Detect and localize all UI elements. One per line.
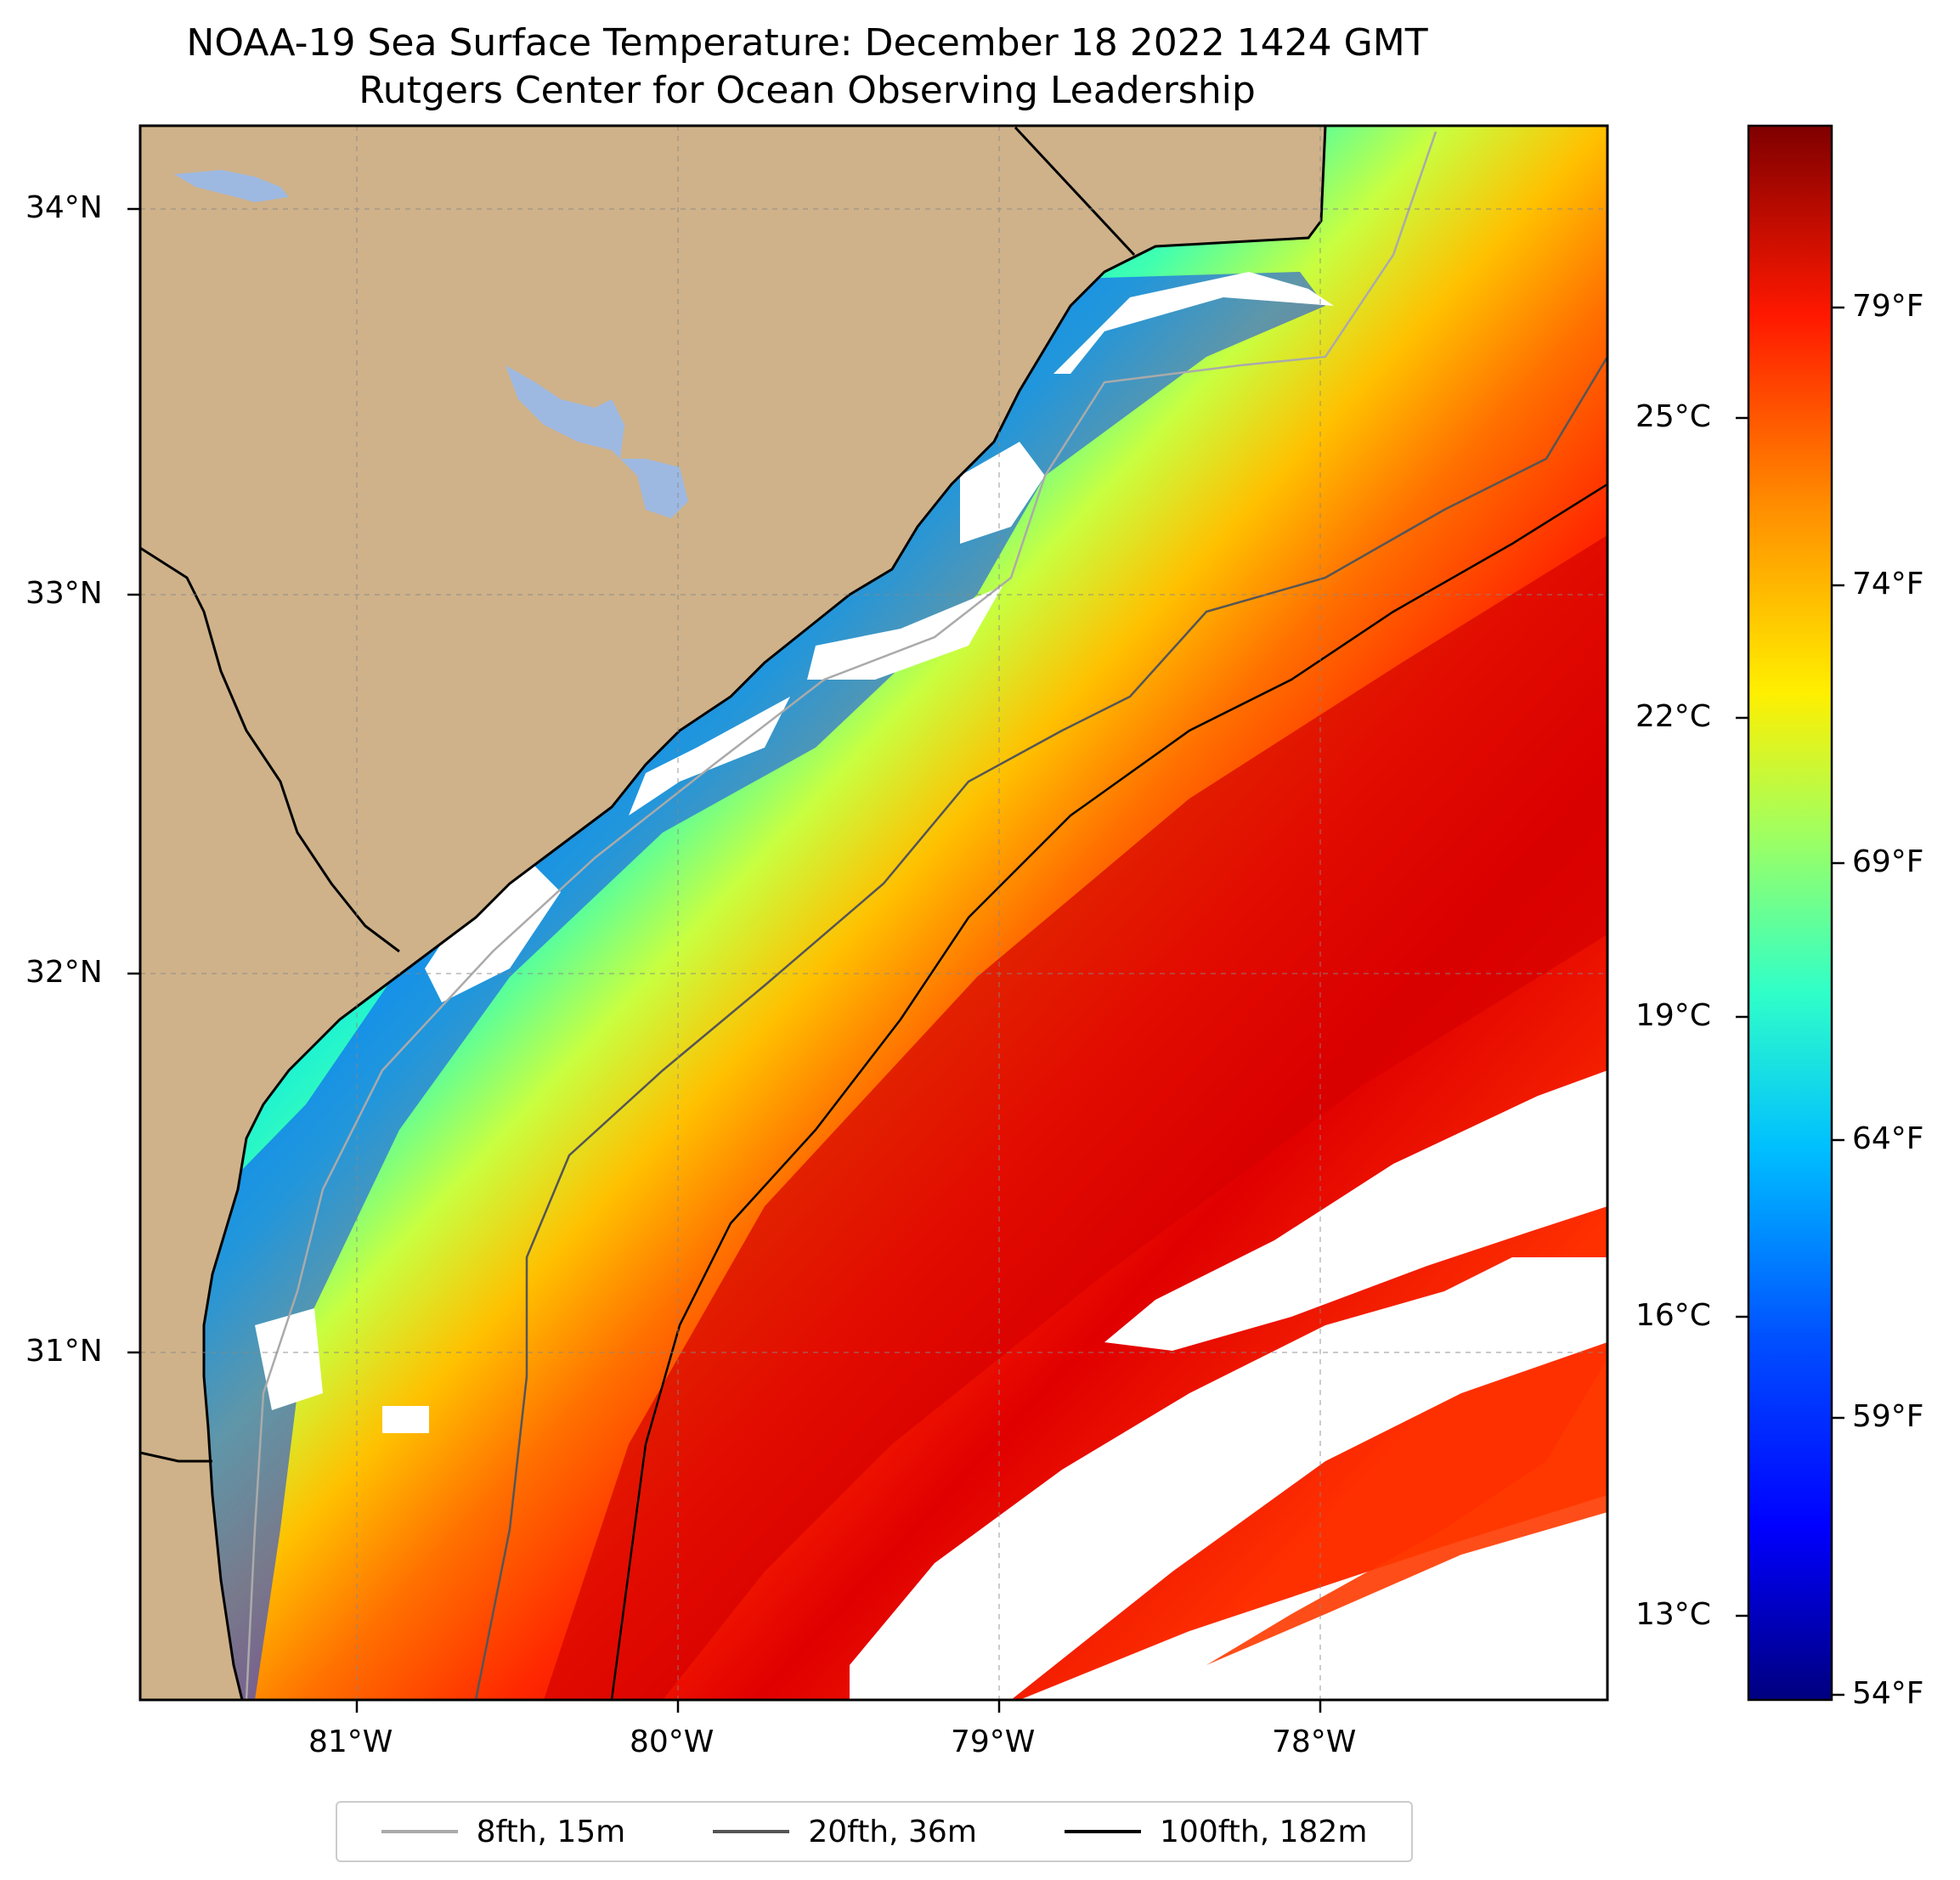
cbar-label-25c: 25°C — [1635, 399, 1711, 434]
lon-label-78w: 78°W — [1272, 1725, 1357, 1759]
cloud-mask-band — [1104, 1070, 1607, 1351]
lon-label-81w: 81°W — [308, 1725, 393, 1759]
isobath-8fth — [245, 131, 1438, 1700]
legend-label-100fth: 100fth, 182m — [1160, 1814, 1368, 1849]
cloud-mask-coast-a — [960, 442, 1045, 544]
gulf-stream-core — [544, 535, 1607, 1700]
cloud-mask-coast-e — [255, 1308, 323, 1410]
isobath-100fth — [610, 483, 1607, 1700]
legend-item-8fth: 8fth, 15m — [381, 1814, 626, 1849]
cloud-mask-coast-north — [1053, 272, 1334, 374]
lake-marion-moultrie — [506, 365, 688, 518]
warm-patch-south — [1206, 1359, 1607, 1665]
cbar-label-22c: 22°C — [1635, 699, 1711, 734]
cbar-label-54f: 54°F — [1852, 1676, 1924, 1711]
lat-label-34n: 34°N — [25, 190, 103, 225]
legend-label-20fth: 20fth, 36m — [808, 1814, 977, 1849]
cloud-mask-square — [382, 1406, 429, 1433]
cbar-label-13c: 13°C — [1635, 1597, 1711, 1632]
cold-coastal-water — [140, 272, 1325, 1700]
cloud-mask-coast-d — [425, 858, 561, 1002]
cbar-label-16c: 16°C — [1635, 1298, 1711, 1333]
legend-item-100fth: 100fth, 182m — [1065, 1815, 1367, 1849]
lat-label-32n: 32°N — [25, 955, 103, 990]
axis-ticks — [127, 207, 1322, 1713]
legend-swatch-8fth — [381, 1830, 458, 1833]
ga-fl-border — [140, 1451, 212, 1463]
cbar-label-69f: 69°F — [1852, 844, 1924, 879]
cbar-label-74f: 74°F — [1852, 567, 1924, 601]
map-layers — [140, 126, 1607, 1700]
lon-label-80w: 80°W — [630, 1725, 715, 1759]
legend-item-20fth: 20fth, 36m — [713, 1815, 977, 1849]
colorbar — [1747, 124, 1833, 1702]
legend-swatch-20fth — [713, 1830, 790, 1833]
cloud-mask-coast-c — [629, 697, 790, 816]
cbar-label-64f: 64°F — [1852, 1121, 1924, 1156]
cloud-mask-coast-b — [807, 586, 1003, 680]
lon-label-79w: 79°W — [951, 1725, 1036, 1759]
map-frame — [138, 124, 1609, 1702]
cbar-label-19c: 19°C — [1635, 998, 1711, 1033]
coastline-land — [140, 126, 1327, 1700]
legend-label-8fth: 8fth, 15m — [476, 1814, 626, 1849]
map-title: NOAA-19 Sea Surface Temperature: Decembe… — [186, 21, 1428, 65]
map-subtitle: Rutgers Center for Ocean Observing Leade… — [359, 69, 1256, 112]
cbar-label-59f: 59°F — [1852, 1399, 1924, 1434]
map-gridlines — [140, 126, 1607, 1700]
colorbar-ticks — [1736, 306, 1844, 1697]
isobath-20fth — [474, 356, 1607, 1700]
lake-north — [174, 170, 289, 202]
lat-label-31n: 31°N — [25, 1334, 103, 1369]
lat-label-33n: 33°N — [25, 576, 103, 611]
nc-sc-border — [1014, 126, 1136, 257]
legend-swatch-100fth — [1065, 1830, 1142, 1833]
cloud-mask-offshore — [850, 1062, 1607, 1700]
cbar-label-79f: 79°F — [1852, 289, 1924, 324]
isobath-legend: 8fth, 15m 20fth, 36m 100fth, 182m — [336, 1801, 1413, 1862]
